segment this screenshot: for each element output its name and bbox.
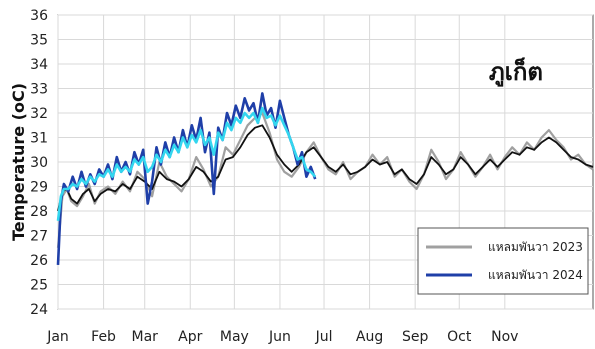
place-label: ภูเก็ต [489, 57, 543, 87]
x-tick-label: Aug [356, 329, 383, 345]
y-tick-label: 34 [30, 57, 48, 73]
x-tick-label: Sep [402, 329, 429, 345]
y-tick-labels: 24 25 26 27 28 29 30 31 32 33 34 35 36 [30, 8, 48, 318]
x-tick-label: Mar [132, 329, 159, 345]
y-tick-label: 26 [30, 253, 48, 269]
y-tick-label: 30 [30, 155, 48, 171]
legend: แหลมพันวา 2023 แหลมพันวา 2024 [417, 227, 589, 295]
y-tick-label: 33 [30, 82, 48, 98]
x-tick-label: Jun [268, 329, 291, 345]
y-tick-label: 35 [30, 33, 48, 49]
grid-lines [57, 14, 593, 310]
y-tick-label: 32 [30, 106, 48, 122]
series-layer [56, 92, 594, 265]
x-tick-label: Apr [178, 329, 202, 345]
x-tick-label: Jan [46, 329, 69, 345]
legend-label-2024: แหลมพันวา 2024 [488, 268, 583, 282]
series-2024-smoothed [56, 106, 317, 221]
y-tick-label: 28 [30, 204, 48, 220]
x-tick-label: Jul [315, 329, 333, 345]
x-tick-label: May [220, 329, 249, 345]
y-tick-label: 24 [30, 302, 48, 318]
x-tick-label: Nov [491, 329, 518, 345]
legend-label-2023: แหลมพันวา 2023 [488, 240, 583, 254]
series-2023-smoothed [57, 124, 594, 212]
x-tick-labels: Jan Feb Mar Apr May Jun Jul Aug Sep Oct Nov [46, 329, 518, 345]
y-tick-label: 27 [30, 229, 48, 245]
series-2024-observed [56, 92, 317, 265]
x-tick-label: Oct [447, 329, 472, 345]
y-tick-label: 29 [30, 180, 48, 196]
y-axis-title: Temperature (oC) [9, 83, 28, 241]
legend-box [417, 227, 589, 295]
x-tick-label: Feb [91, 329, 116, 345]
y-tick-label: 31 [30, 131, 48, 147]
y-tick-label: 36 [30, 8, 48, 24]
y-tick-label: 25 [30, 278, 48, 294]
